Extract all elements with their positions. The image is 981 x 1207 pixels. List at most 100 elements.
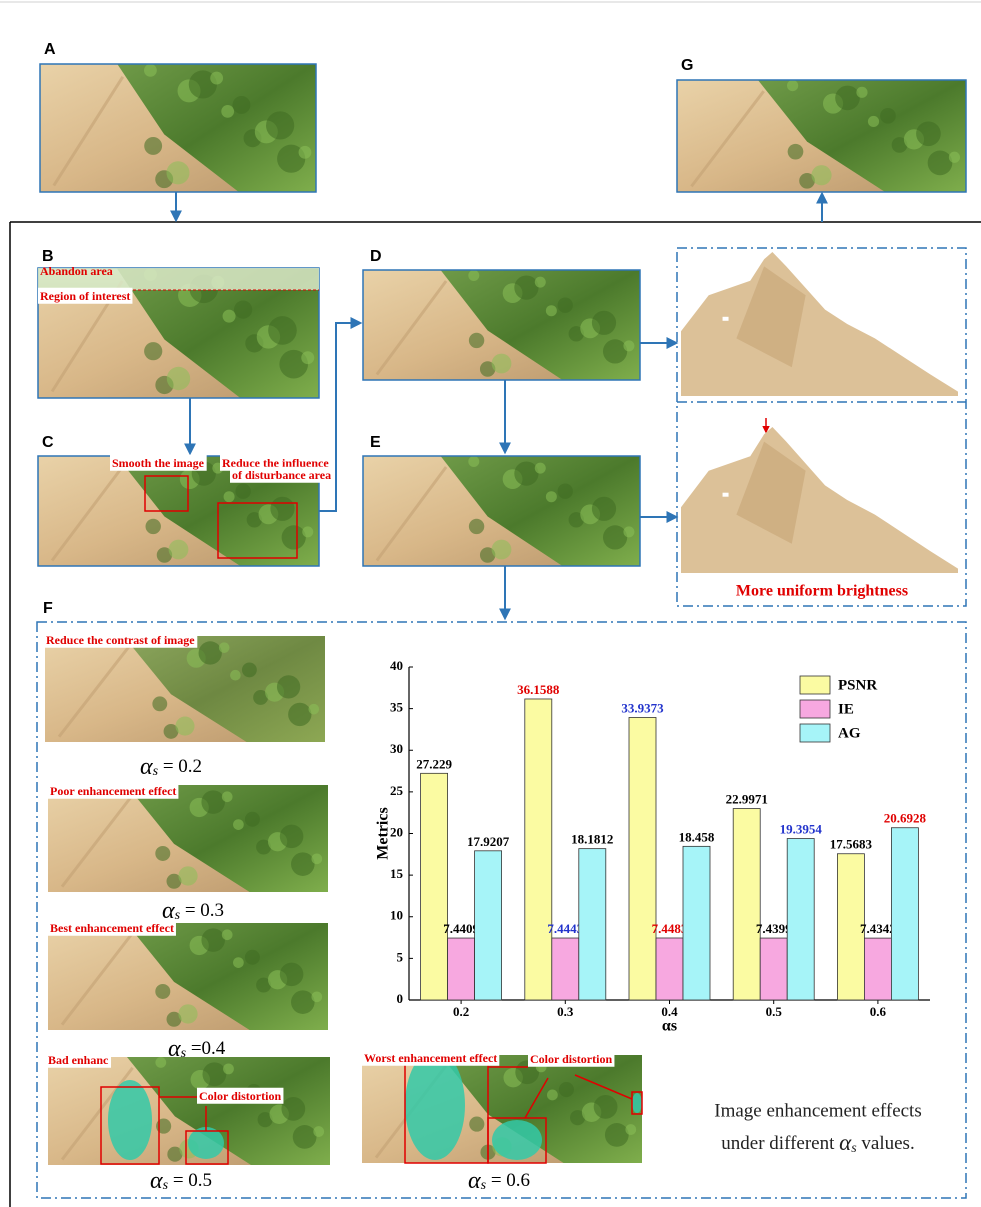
photo-leaf: [868, 116, 879, 127]
photo-leaf: [514, 276, 538, 300]
photo-leaf: [288, 703, 311, 726]
y-tick-label: 20: [390, 824, 403, 839]
photo-leaf: [291, 990, 315, 1014]
photo-leaf: [311, 991, 322, 1002]
photo-leaf: [233, 819, 244, 830]
photo-leaf: [230, 670, 241, 681]
value-label: 19.3954: [780, 822, 823, 837]
alpha-label: αs = 0.3: [162, 898, 224, 924]
photo-leaf: [546, 491, 557, 502]
bar-chart: 05101520253035400.227.2297.440917.92070.…: [375, 658, 930, 1035]
photo-leaf: [221, 105, 234, 118]
photo-leaf: [293, 1125, 317, 1149]
photo-leaf: [468, 456, 479, 467]
photo-leaf: [210, 72, 223, 85]
caption-text: under different: [721, 1133, 839, 1154]
cutout-ground: [681, 427, 958, 573]
photo-leaf: [266, 111, 294, 139]
photo-leaf: [268, 316, 297, 345]
photo-leaf: [603, 339, 627, 363]
photo-leaf: [245, 950, 260, 965]
alpha-symbol: α: [168, 1036, 181, 1062]
color-distortion: [632, 1093, 642, 1113]
value-label: 17.5683: [830, 837, 873, 852]
photo-leaf: [469, 519, 484, 534]
photo-leaf: [949, 152, 960, 163]
photo-leaf: [492, 540, 512, 560]
photo-leaf: [928, 151, 953, 176]
photo-leaf: [146, 519, 161, 534]
annotation: Best enhancement effect: [50, 921, 174, 935]
photo-leaf: [144, 64, 157, 77]
bar: [475, 851, 502, 1000]
photo-leaf: [811, 165, 831, 185]
panel-label: G: [681, 57, 693, 74]
alpha-label: αs =0.4: [168, 1036, 226, 1062]
photo-leaf: [144, 137, 162, 155]
photo-leaf: [233, 96, 251, 114]
alpha-value: = 0.3: [180, 900, 224, 921]
cutout-photo: [681, 427, 958, 573]
value-label: 22.9971: [726, 792, 768, 807]
annotation: Color distortion: [199, 1089, 281, 1103]
bar: [891, 828, 918, 1000]
photo-leaf: [594, 1095, 618, 1119]
photo-leaf: [233, 957, 244, 968]
photo-leaf: [178, 866, 197, 885]
photo-leaf: [281, 1097, 305, 1121]
legend-swatch: [800, 676, 830, 694]
bar: [629, 717, 656, 1000]
photo-leaf: [605, 1123, 629, 1147]
photo-leaf: [299, 146, 312, 159]
annotation: Color distortion: [530, 1052, 612, 1066]
alpha-symbol: α: [468, 1168, 481, 1194]
photo-leaf: [558, 298, 573, 313]
value-label: 7.4399: [756, 921, 792, 936]
photo-leaf: [167, 367, 190, 390]
panel-label: E: [370, 434, 381, 451]
annotation: Smooth the image: [112, 456, 205, 470]
photo-leaf: [880, 108, 896, 124]
legend-label: AG: [838, 725, 861, 741]
photo-leaf: [144, 342, 162, 360]
bar: [656, 938, 683, 1000]
photo-leaf: [199, 641, 222, 664]
photo-leaf: [280, 963, 304, 987]
photo-leaf: [224, 491, 235, 502]
alpha-value: = 0.2: [158, 756, 202, 777]
photo-leaf: [223, 1063, 234, 1074]
photo-leaf: [788, 144, 804, 160]
value-label: 18.1812: [571, 832, 613, 847]
y-tick-label: 25: [390, 783, 404, 798]
photo-leaf: [155, 846, 170, 861]
photo-leaf: [469, 1117, 484, 1132]
alpha-symbol: α: [140, 754, 153, 780]
photo-leaf: [302, 526, 313, 537]
photo-leaf: [592, 497, 616, 521]
photo: [48, 1057, 330, 1165]
photo: [48, 923, 328, 1030]
alpha-label: αs = 0.6: [468, 1168, 530, 1194]
alpha-symbol: α: [162, 898, 175, 924]
photo-leaf: [835, 86, 860, 111]
value-label: 36.1588: [517, 682, 560, 697]
photo-leaf: [203, 1062, 227, 1086]
photo-leaf: [201, 928, 225, 952]
photo-leaf: [166, 161, 189, 184]
photo: [363, 270, 640, 380]
annotation: of disturbance area: [232, 468, 331, 482]
legend-label: IE: [838, 701, 854, 717]
value-label: 17.9207: [467, 834, 510, 849]
photo-leaf: [856, 87, 867, 98]
caption: Image enhancement effects: [714, 1100, 921, 1121]
photo-leaf: [546, 305, 557, 316]
photo-leaf: [270, 497, 294, 521]
annotation: Poor enhancement effect: [50, 784, 176, 798]
photo-leaf: [916, 121, 941, 146]
legend-label: PSNR: [838, 677, 877, 693]
arrow: [319, 323, 360, 511]
photo-leaf: [152, 696, 167, 711]
panel-label: B: [42, 248, 54, 265]
value-label: 7.4409: [443, 921, 479, 936]
cutout-hole: [723, 317, 729, 321]
